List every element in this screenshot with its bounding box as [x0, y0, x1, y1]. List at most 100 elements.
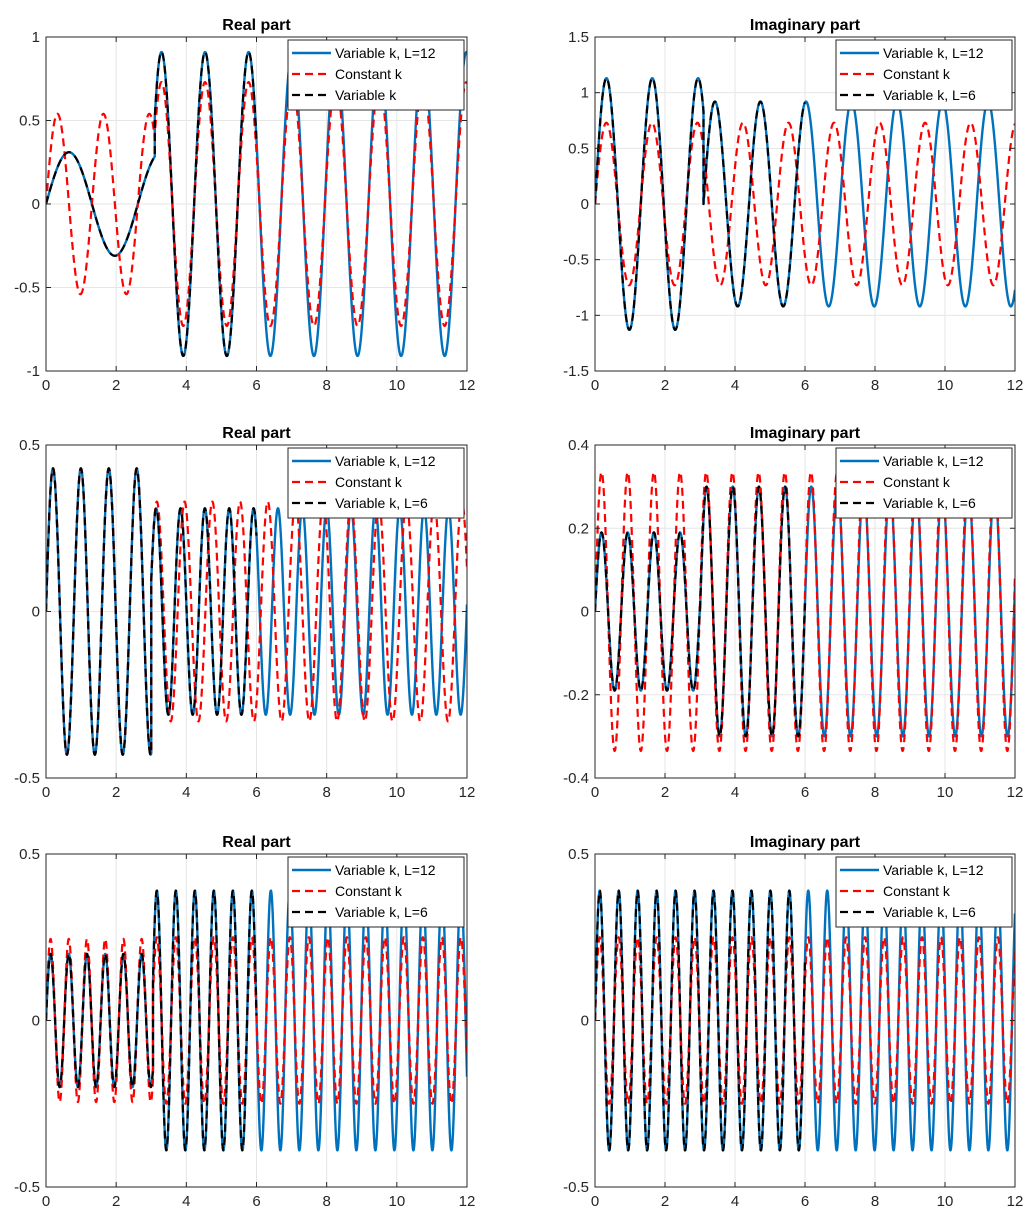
y-tick-label: -0.2	[563, 687, 589, 704]
x-tick-label: 12	[459, 784, 476, 801]
legend-label: Variable k, L=12	[883, 453, 984, 469]
x-tick-label: 4	[731, 784, 739, 801]
legend-box	[835, 856, 1013, 928]
legend-label: Variable k, L=12	[883, 862, 984, 878]
chart-panel-3: 0 2 4 6 8 10 12 -0.4 -0.2 0 0.2 0.4 Imaginary part Va…	[563, 425, 1023, 801]
series-line-2	[595, 77, 806, 331]
legend-label: Variable k, L=12	[335, 453, 436, 469]
x-tick-label: 2	[661, 1193, 669, 1210]
chart-panel-0: 0 2 4 6 8 10 12 -1 -0.5 0 0.5 1 Real part Variable k,…	[14, 17, 475, 394]
y-tick-label: 0.2	[568, 520, 589, 537]
legend-label: Variable k, L=6	[883, 87, 976, 103]
x-tick-label: 2	[112, 377, 120, 394]
chart-title: Real part	[222, 425, 291, 442]
x-tick-label: 12	[459, 1193, 476, 1210]
x-tick-label: 6	[801, 784, 809, 801]
x-tick-label: 6	[252, 784, 260, 801]
x-tick-label: 12	[459, 377, 476, 394]
x-tick-label: 6	[252, 377, 260, 394]
x-tick-label: 10	[937, 784, 954, 801]
x-tick-label: 10	[388, 377, 405, 394]
x-tick-label: 12	[1007, 377, 1024, 394]
legend: Variable k, L=12 Constant k Variable k, L=…	[287, 856, 465, 928]
x-tick-label: 12	[1007, 1193, 1024, 1210]
chart-title: Real part	[222, 834, 291, 851]
legend-label: Constant k	[883, 474, 951, 490]
y-tick-label: 0.5	[568, 846, 589, 863]
chart-title: Imaginary part	[750, 425, 861, 442]
x-tick-label: 8	[871, 1193, 879, 1210]
y-tick-label: 0.5	[19, 437, 40, 454]
y-tick-label: -0.4	[563, 770, 589, 787]
legend-box	[287, 856, 465, 928]
legend-label: Variable k, L=6	[335, 495, 428, 511]
legend-label: Constant k	[335, 883, 403, 899]
legend-label: Variable k, L=6	[335, 904, 428, 920]
series-line-2	[595, 889, 807, 1152]
y-tick-label: -0.5	[563, 252, 589, 269]
y-tick-label: -0.5	[14, 1179, 40, 1196]
y-tick-label: -1.5	[563, 363, 589, 380]
x-tick-label: 6	[801, 377, 809, 394]
x-tick-label: 0	[591, 377, 599, 394]
y-tick-label: 1	[581, 85, 589, 102]
x-tick-label: 4	[731, 377, 739, 394]
y-tick-label: 1	[32, 29, 40, 46]
y-tick-label: -1	[576, 307, 589, 324]
legend-label: Variable k, L=6	[883, 495, 976, 511]
series-line-1	[46, 80, 467, 328]
legend-label: Variable k, L=12	[335, 862, 436, 878]
plot-area	[46, 467, 467, 756]
x-tick-label: 4	[182, 377, 190, 394]
y-tick-label: 0	[32, 1013, 40, 1030]
plot-area	[595, 889, 1015, 1152]
x-tick-label: 4	[731, 1193, 739, 1210]
x-tick-label: 8	[322, 784, 330, 801]
legend-box	[835, 447, 1013, 519]
series-line-2	[595, 485, 807, 738]
series-line-2	[46, 467, 258, 756]
y-tick-label: 1.5	[568, 29, 589, 46]
x-tick-label: 10	[388, 1193, 405, 1210]
legend-box	[287, 39, 465, 111]
x-tick-label: 8	[871, 377, 879, 394]
y-tick-label: 0	[32, 604, 40, 621]
legend-label: Variable k, L=12	[335, 45, 436, 61]
grid	[595, 37, 1015, 371]
y-tick-label: 0	[581, 604, 589, 621]
y-tick-label: 0.4	[568, 437, 589, 454]
legend: Variable k, L=12 Constant k Variable k, L=…	[835, 39, 1013, 111]
x-tick-label: 10	[937, 377, 954, 394]
x-tick-label: 0	[42, 1193, 50, 1210]
legend-box	[835, 39, 1013, 111]
legend-label: Variable k, L=12	[883, 45, 984, 61]
chart-title: Imaginary part	[750, 834, 861, 851]
y-tick-label: -0.5	[14, 280, 40, 297]
x-tick-label: 2	[112, 784, 120, 801]
x-tick-label: 0	[42, 784, 50, 801]
series-line-2	[46, 889, 258, 1152]
legend: Variable k, L=12 Constant k Variable k, L=…	[835, 447, 1013, 519]
x-tick-label: 8	[322, 377, 330, 394]
x-tick-label: 4	[182, 1193, 190, 1210]
x-tick-label: 0	[42, 377, 50, 394]
chart-title: Real part	[222, 17, 291, 34]
y-tick-label: 0.5	[19, 113, 40, 130]
legend-label: Constant k	[883, 66, 951, 82]
series-line-2	[46, 50, 258, 358]
legend-label: Variable k, L=6	[883, 904, 976, 920]
x-tick-label: 10	[937, 1193, 954, 1210]
legend: Variable k, L=12 Constant k Variable k, L=…	[287, 447, 465, 519]
series-line-1	[595, 121, 1015, 287]
legend-label: Constant k	[883, 883, 951, 899]
x-tick-label: 10	[388, 784, 405, 801]
x-tick-label: 2	[112, 1193, 120, 1210]
plot-area	[46, 50, 467, 358]
x-tick-label: 4	[182, 784, 190, 801]
x-tick-label: 0	[591, 1193, 599, 1210]
plot-area	[46, 889, 467, 1152]
x-tick-label: 6	[801, 1193, 809, 1210]
